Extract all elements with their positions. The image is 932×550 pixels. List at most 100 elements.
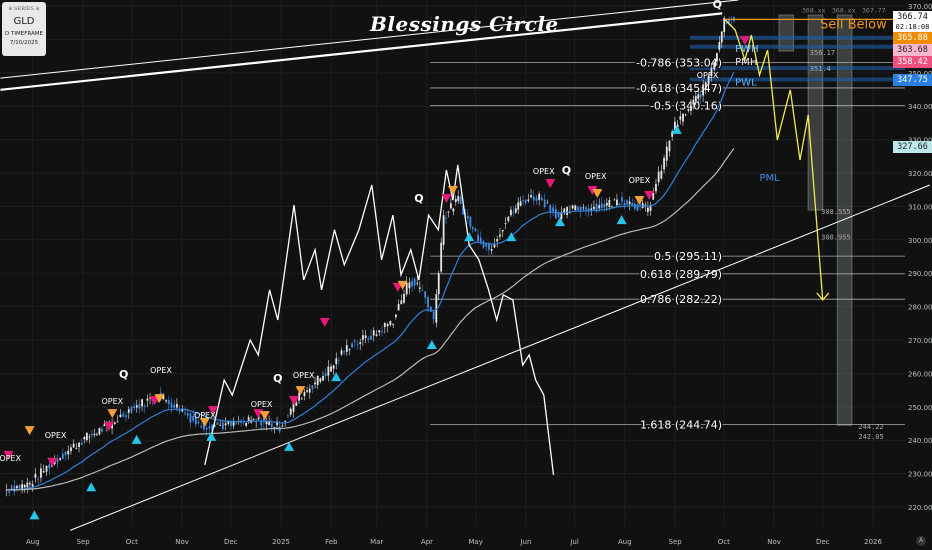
candle-body (83, 437, 86, 440)
candle-body (61, 453, 64, 459)
candle-body (552, 207, 554, 212)
candle-body (663, 157, 665, 170)
y-tick-label: 220.00 (908, 504, 932, 512)
sell-signal-triangle-icon (288, 396, 299, 406)
fib-level-label: 0.786 (282.22) (640, 293, 722, 306)
y-tick-label: 320.00 (908, 170, 932, 178)
candle-body (340, 350, 343, 355)
candle-body (345, 345, 348, 352)
candle-body (649, 205, 652, 211)
candle-body (603, 204, 606, 208)
candle-body (67, 450, 70, 455)
candle-body (507, 216, 510, 222)
level-label: 244.22 (858, 423, 883, 431)
candle-body (96, 434, 98, 436)
candle-body (127, 409, 130, 413)
candle-body (482, 241, 485, 248)
candle-body (490, 249, 493, 251)
candle-body (418, 287, 421, 289)
level-label: 308.555 (821, 208, 851, 216)
candle-body (710, 68, 713, 77)
sell-signal-triangle-icon (319, 317, 330, 327)
candle-body (181, 408, 184, 412)
candle-body (85, 432, 88, 441)
buy-signal-triangle-icon (29, 510, 40, 520)
sell-below-value: 367.77 (862, 6, 886, 14)
x-tick-label: Sep (77, 538, 91, 546)
candle-body (80, 442, 83, 445)
candle-body (247, 417, 250, 423)
candle-body (18, 485, 21, 489)
candle-body (316, 375, 319, 385)
candle-body (135, 405, 138, 408)
y-tick-label: 260.00 (908, 370, 932, 378)
candle-body (265, 421, 268, 425)
x-tick-label: Nov (767, 538, 781, 546)
candle-body (211, 424, 213, 430)
candle-body (232, 420, 235, 426)
y-tick-label: 230.00 (908, 471, 932, 479)
candle-body (676, 124, 679, 128)
projection-box (807, 14, 824, 211)
candle-body (435, 294, 438, 323)
candle-body (605, 202, 608, 206)
candle-body (213, 425, 216, 427)
x-tick-label: Mar (370, 538, 383, 546)
candle-body (469, 216, 472, 227)
candle-body (295, 402, 298, 406)
x-tick-label: Nov (175, 538, 189, 546)
price-badge-value: 366.74 (897, 11, 928, 22)
candle-body (101, 428, 103, 432)
candle-body (252, 418, 255, 420)
candle-body (103, 424, 106, 427)
liquidity-band (690, 35, 905, 40)
candle-body (560, 212, 563, 220)
candle-body (628, 201, 631, 205)
y-tick-label: 350.00 (908, 70, 932, 78)
candle-body (130, 406, 133, 413)
candle-body (230, 422, 232, 426)
candle-body (427, 297, 429, 308)
fib-level-label: 0.618 (289.79) (640, 268, 722, 281)
candle-body (322, 376, 324, 381)
candle-body (636, 204, 639, 211)
candle-body (673, 121, 676, 133)
buy-signal-triangle-icon (284, 441, 295, 451)
candle-body (143, 405, 146, 407)
y-tick-label: 300.00 (908, 237, 932, 245)
level-label: 356.17 (810, 49, 835, 57)
sell-below-label: Sell Below (820, 17, 887, 32)
quarter-marker-label: Q (119, 368, 128, 381)
candle-body (411, 280, 413, 287)
price-badge: 358.42 (893, 55, 932, 68)
price-badge: 327.66 (893, 141, 932, 154)
price-badge: 365.88 (893, 31, 932, 44)
auto-scale-button[interactable]: A (916, 536, 926, 546)
candle-body (56, 458, 59, 463)
y-tick-label: 330.00 (908, 137, 932, 145)
candle-body (98, 428, 101, 435)
price-badge: 347.75 (893, 74, 932, 87)
range-label: PMH (735, 57, 757, 68)
buy-signal-triangle-icon (86, 482, 97, 492)
sell-signal-triangle-icon (441, 194, 452, 204)
sell-signal-triangle-icon (587, 186, 598, 196)
candle-body (682, 113, 684, 122)
candle-body (119, 414, 122, 418)
opex-label: OPEX (533, 167, 555, 176)
candle-body (351, 343, 353, 348)
candle-body (543, 199, 546, 208)
candle-body (306, 390, 308, 392)
x-tick-label: Aug (618, 538, 632, 546)
candle-body (42, 471, 45, 473)
candle-body (557, 212, 560, 218)
quarter-marker-label: Q (713, 0, 722, 11)
warning-signal-triangle-icon (447, 186, 458, 196)
candle-body (170, 402, 173, 408)
candle-body (348, 349, 351, 351)
x-tick-label: Oct (126, 538, 138, 546)
candle-body (245, 423, 248, 426)
y-tick-label: 250.00 (908, 404, 932, 412)
candle-body (626, 200, 629, 205)
